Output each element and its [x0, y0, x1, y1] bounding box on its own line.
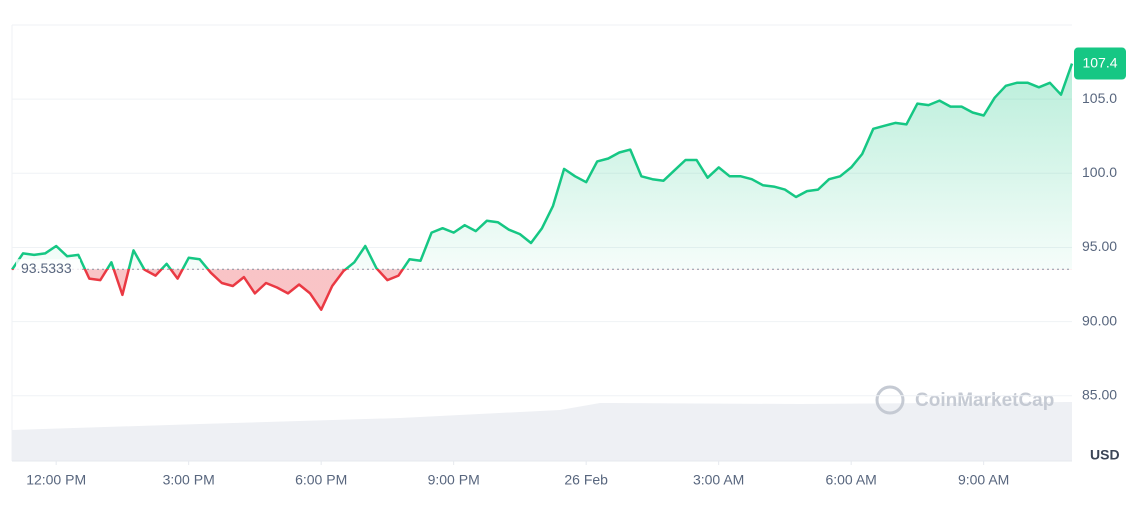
y-tick-label: 100.0: [1082, 164, 1117, 180]
x-tick-label: 26 Feb: [564, 472, 608, 488]
price-tag-label: 107.4: [1082, 54, 1117, 70]
x-tick-label: 9:00 PM: [428, 472, 480, 488]
x-tick-label: 6:00 PM: [295, 472, 347, 488]
unit-label: USD: [1090, 447, 1120, 463]
price-line: [10, 63, 1074, 311]
x-tick-label: 9:00 AM: [958, 472, 1009, 488]
x-tick-label: 3:00 PM: [163, 472, 215, 488]
x-tick-label: 6:00 AM: [825, 472, 876, 488]
y-tick-label: 90.00: [1082, 312, 1117, 328]
y-tick-label: 105.0: [1082, 90, 1117, 106]
price-tag: [1074, 47, 1126, 80]
watermark-text: CoinMarketCap: [915, 390, 1054, 411]
y-tick-label: 95.00: [1082, 238, 1117, 254]
y-tick-label: 85.00: [1082, 386, 1117, 402]
x-tick-label: 12:00 PM: [26, 472, 86, 488]
area-fill: [12, 63, 1072, 310]
baseline-label-bg: [16, 259, 80, 280]
x-tick-label: 3:00 AM: [693, 472, 744, 488]
baseline-label: 93.5333: [21, 260, 72, 276]
watermark-logo: [875, 385, 905, 415]
volume-area: [12, 402, 1072, 461]
